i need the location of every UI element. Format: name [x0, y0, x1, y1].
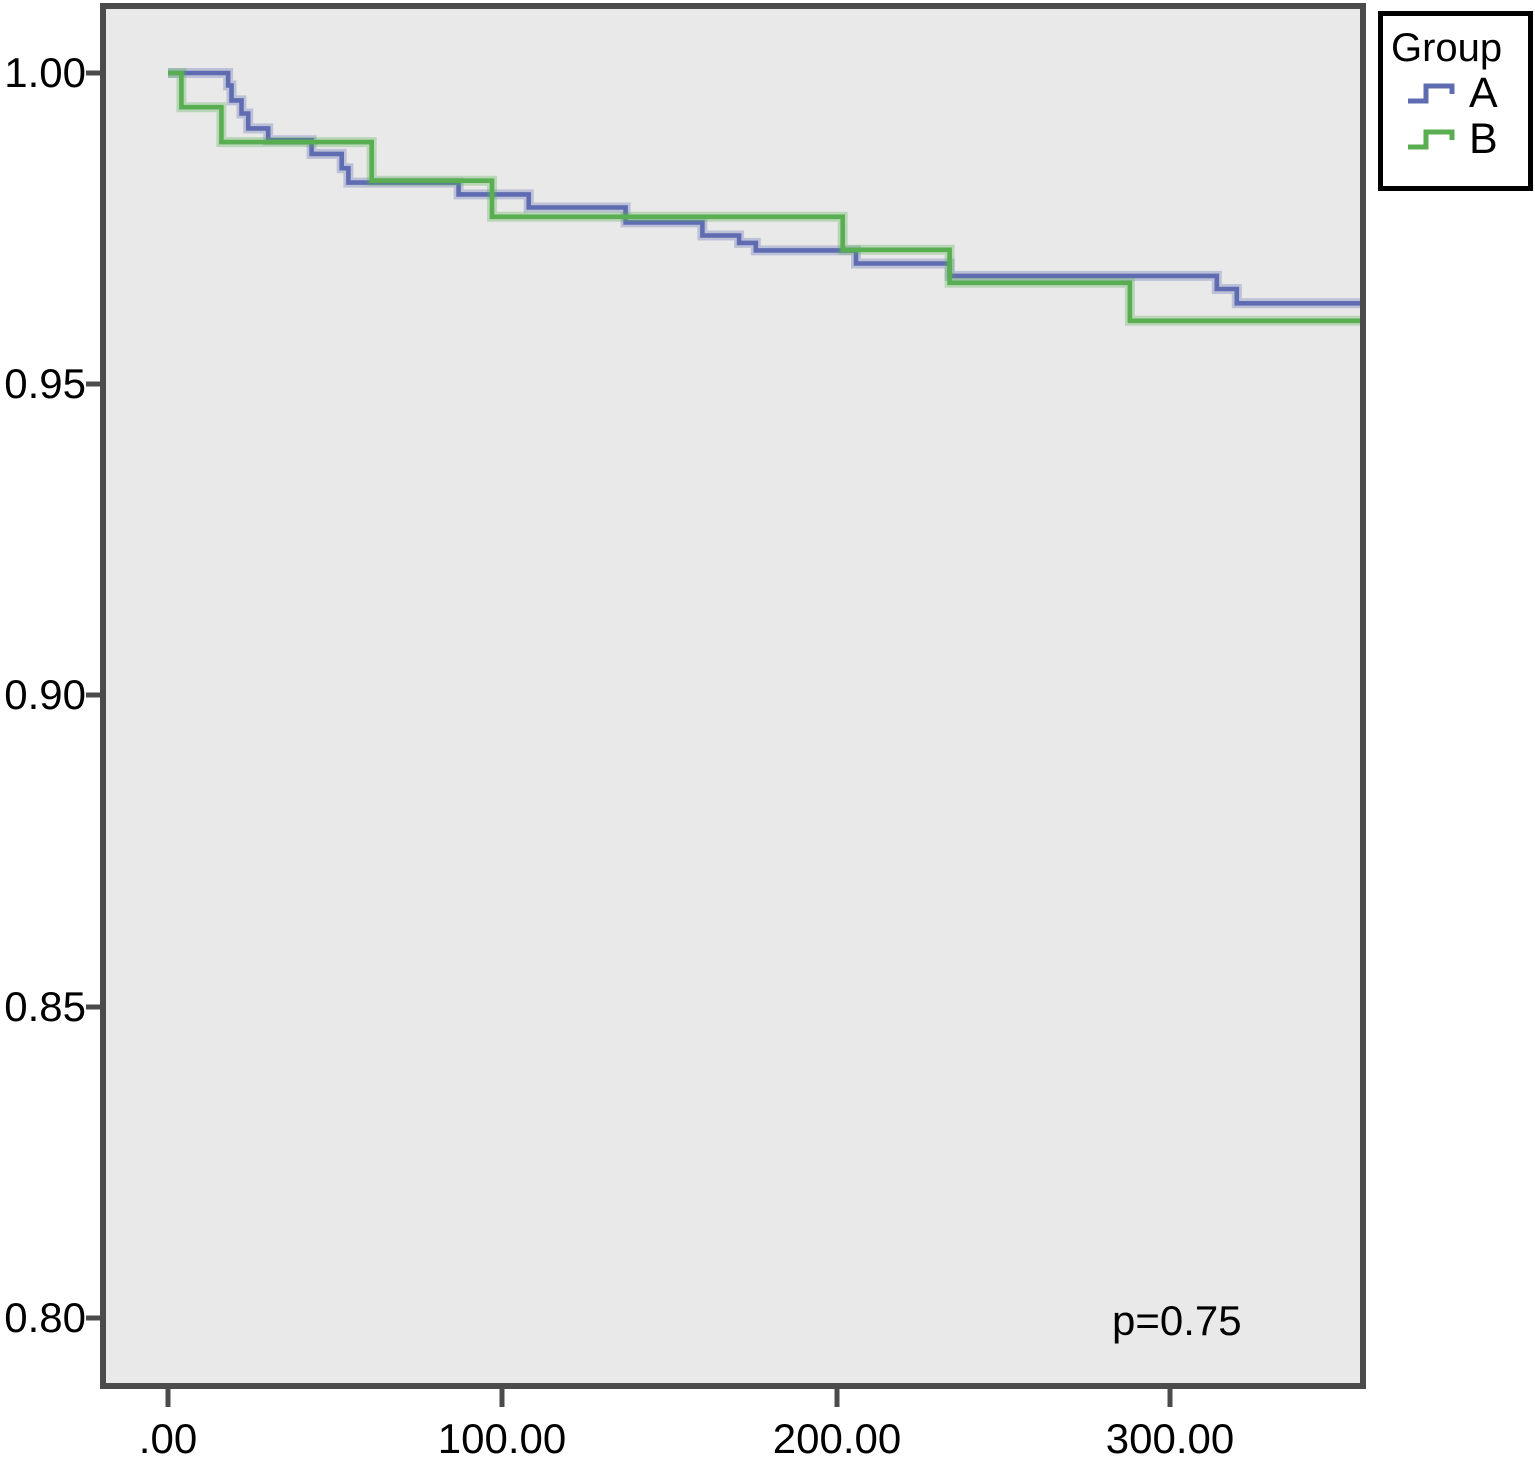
legend-entry-a-label: A: [1469, 69, 1498, 117]
y-tick-label-1.00: 1.00: [4, 49, 86, 96]
x-tick-label-200: 200.00: [772, 1415, 902, 1462]
legend-title: Group: [1391, 26, 1503, 70]
plot-area: [100, 3, 1366, 1389]
legend-entry-b: B: [1405, 116, 1528, 162]
x-tick-label-300: 300.00: [1105, 1415, 1235, 1462]
y-tick-label-0.95: 0.95: [4, 360, 86, 407]
x-tick-label-0: .00: [138, 1415, 198, 1462]
x-axis-ticks: [165, 1387, 1173, 1407]
legend-entry-b-label: B: [1469, 115, 1498, 163]
y-tick-label-0.80: 0.80: [4, 1294, 86, 1341]
x-tick-label-100: 100.00: [437, 1415, 567, 1462]
y-tick-label-0.85: 0.85: [4, 983, 86, 1030]
legend-marker-b-icon: [1408, 129, 1455, 150]
legend-entry-a: A: [1405, 70, 1528, 116]
p-value-annotation: p=0.75: [1112, 1297, 1242, 1344]
y-tick-label-0.90: 0.90: [4, 671, 86, 718]
legend: Group A B: [1378, 11, 1533, 191]
legend-marker-a-icon: [1408, 83, 1455, 104]
